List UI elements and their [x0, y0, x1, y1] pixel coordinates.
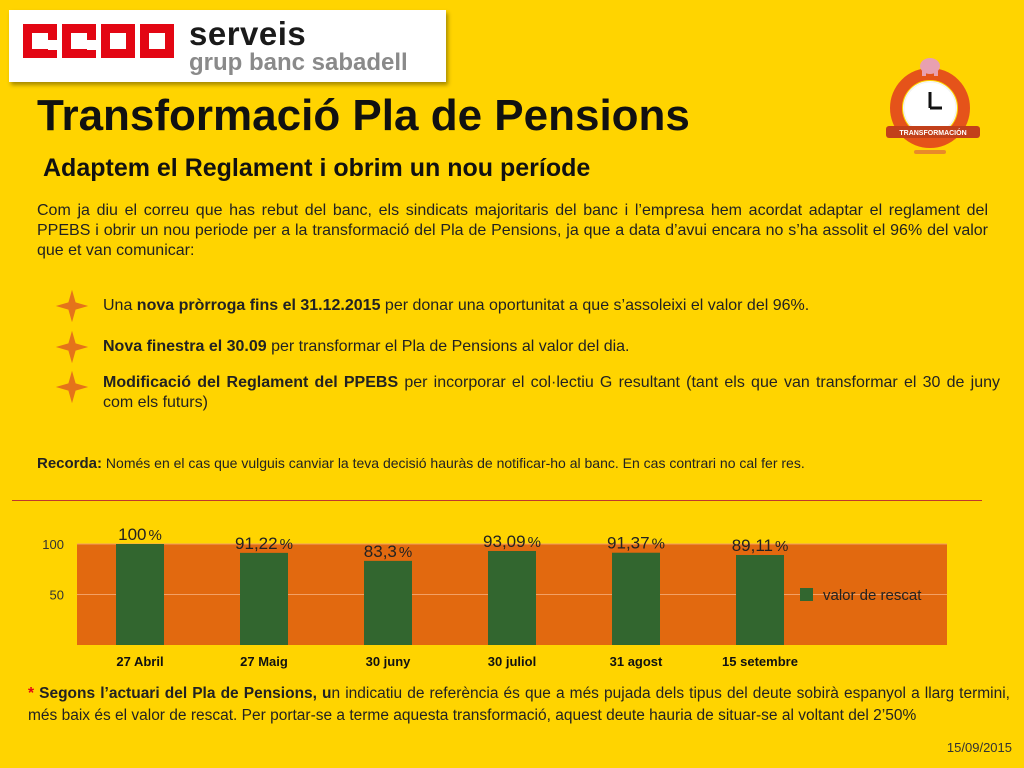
bar	[488, 550, 536, 645]
bar	[364, 560, 412, 645]
data-label: 100%	[118, 525, 162, 544]
brand-subtitle: grup banc sabadell	[189, 49, 408, 76]
x-tick-label: 30 juny	[366, 654, 412, 669]
intro-paragraph: Com ja diu el correu que has rebut del b…	[37, 202, 988, 259]
reminder-text: Només en el cas que vulguis canviar la t…	[102, 455, 805, 471]
divider	[12, 500, 982, 501]
data-label: 91,37%	[607, 534, 665, 553]
logo-letter-c2	[62, 24, 96, 58]
logo-letter-c1	[23, 24, 57, 58]
reminder-note: Recorda: Només en el cas que vulguis can…	[37, 453, 805, 474]
logo-letter-o2	[140, 24, 174, 58]
data-label: 89,11%	[732, 536, 789, 555]
legend-swatch	[800, 588, 813, 601]
brand-name: serveis	[189, 15, 307, 52]
y-tick-label: 50	[50, 588, 64, 603]
bullet-item-3: Modificació del Reglament del PPEBS per …	[55, 370, 1000, 413]
bullet-2-highlight: Nova finestra el 30.09	[103, 338, 267, 355]
ccoo-logo-mark	[23, 24, 174, 58]
x-tick-label: 30 juliol	[488, 654, 536, 669]
x-tick-label: 15 setembre	[722, 654, 798, 669]
rescue-value-chart: 50 100 100 % 27 Abril 91,22 % 27 Maig 83,3 % 30 ju…	[42, 525, 947, 669]
reminder-label: Recorda:	[37, 455, 103, 472]
bullet-1-highlight: nova pròrroga fins el 31.12.2015	[136, 297, 381, 314]
bullet-3-highlight: Modificació del Reglament del PPEBS	[103, 374, 399, 391]
ccoo-logo: serveis grup banc sabadell	[9, 10, 446, 82]
logo-letter-o1	[101, 24, 135, 58]
x-tick-label: 27 Abril	[116, 654, 163, 669]
data-label: 93,09%	[483, 532, 541, 551]
badge-label: TRANSFORMACIÓN	[899, 128, 966, 137]
x-tick-label: 31 agost	[610, 654, 663, 669]
bar	[116, 544, 164, 645]
transformation-badge-icon: TRANSFORMACIÓN	[886, 58, 980, 154]
x-tick-label: 27 Maig	[240, 654, 288, 669]
page-title: Transformació Pla de Pensions	[37, 91, 690, 140]
bar	[240, 552, 288, 645]
star-bullet-icon	[55, 289, 89, 323]
page-subtitle: Adaptem el Reglament i obrim un nou perí…	[43, 154, 591, 182]
footnote-marker: *	[28, 685, 35, 702]
data-label: 91,22%	[235, 534, 293, 553]
legend-label: valor de rescat	[823, 587, 922, 604]
star-bullet-icon	[55, 330, 89, 364]
footnote: * Segons l’actuari del Pla de Pensions, …	[28, 683, 1010, 727]
footnote-bold: Segons l’actuari del Pla de Pensions, u	[34, 685, 332, 702]
footnote-text: n indicatiu de referència és que a més p…	[28, 685, 1010, 724]
bullet-item-1: Una nova pròrroga fins el 31.12.2015 per…	[55, 289, 1000, 323]
y-tick-label: 100	[42, 537, 64, 552]
slide-date: 15/09/2015	[946, 740, 1012, 755]
bullet-item-2: Nova finestra el 30.09 per transformar e…	[55, 330, 1000, 364]
star-bullet-icon	[55, 370, 89, 404]
bar	[612, 552, 660, 645]
data-label: 83,3%	[364, 542, 412, 561]
bar	[736, 554, 784, 645]
